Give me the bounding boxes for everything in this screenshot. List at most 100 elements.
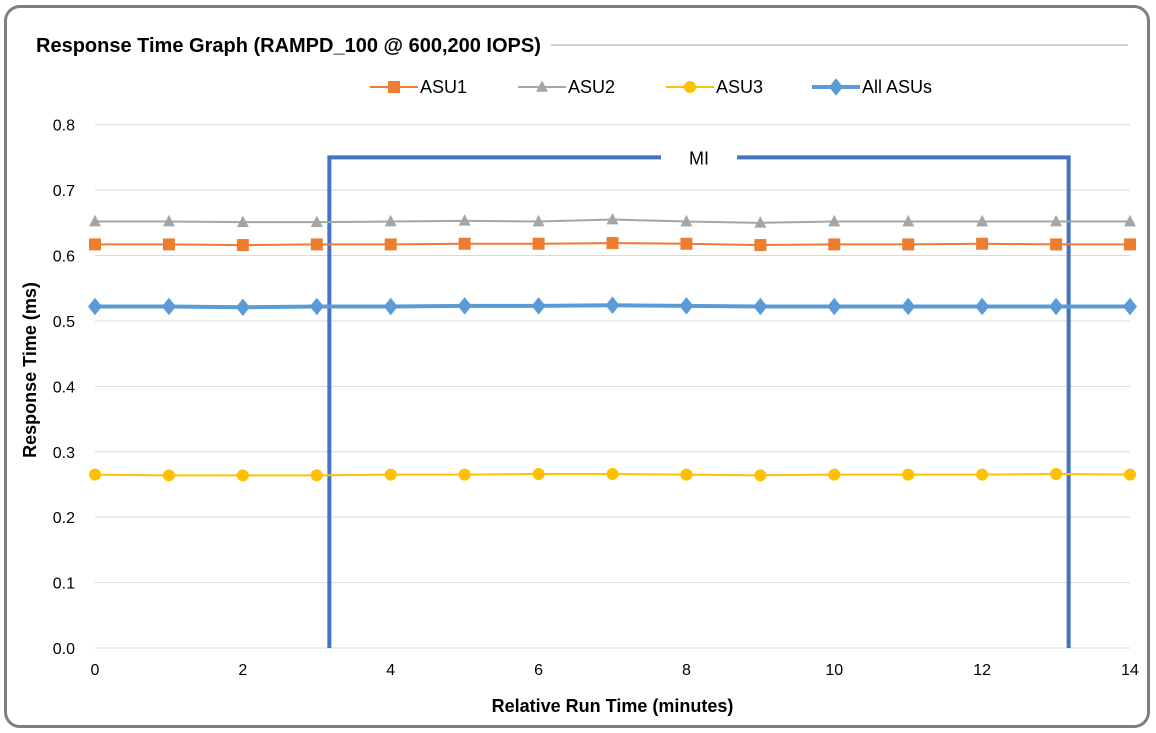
data-point xyxy=(828,238,841,251)
mi-bracket-right xyxy=(736,155,1071,648)
data-point xyxy=(902,468,915,481)
legend-item: ASU2 xyxy=(518,77,615,97)
series-layer xyxy=(88,212,1137,482)
data-point xyxy=(1050,214,1063,227)
legend-label: ASU3 xyxy=(716,77,763,97)
data-point xyxy=(309,297,324,316)
legend-swatch-marker xyxy=(388,81,400,93)
data-point xyxy=(88,297,102,316)
x-tick-label: 14 xyxy=(1121,662,1139,679)
data-point xyxy=(828,214,841,227)
data-point xyxy=(236,215,249,227)
x-tick-label: 4 xyxy=(386,662,395,679)
data-point xyxy=(680,237,693,250)
data-point xyxy=(532,237,545,250)
data-point xyxy=(606,237,619,250)
data-point xyxy=(901,297,916,316)
y-tick-label: 0.0 xyxy=(53,641,75,658)
x-axis-title: Relative Run Time (minutes) xyxy=(492,696,734,716)
data-point xyxy=(976,468,989,481)
data-point xyxy=(458,214,471,226)
data-point xyxy=(384,214,397,227)
x-tick-label: 0 xyxy=(91,662,100,679)
data-point xyxy=(458,468,471,481)
data-point xyxy=(1050,238,1063,251)
x-tick-label: 10 xyxy=(825,662,843,679)
y-tick-label: 0.6 xyxy=(53,249,75,266)
data-point xyxy=(902,214,915,227)
data-point xyxy=(384,238,397,251)
legend-swatch-marker xyxy=(684,81,696,93)
data-point xyxy=(89,468,101,481)
y-tick-label: 0.8 xyxy=(53,118,75,135)
x-tick-label: 2 xyxy=(238,662,247,679)
data-point xyxy=(236,239,249,252)
x-tick-label: 12 xyxy=(973,662,991,679)
data-point xyxy=(162,214,175,227)
data-point xyxy=(976,237,989,250)
legend-label: ASU1 xyxy=(420,77,467,97)
y-tick-label: 0.5 xyxy=(53,314,75,331)
data-point xyxy=(310,215,323,227)
data-point xyxy=(457,297,472,315)
data-point xyxy=(902,238,915,251)
data-point xyxy=(1049,297,1064,316)
data-point xyxy=(827,297,842,316)
data-point xyxy=(754,469,767,482)
data-point xyxy=(680,214,693,227)
data-point xyxy=(754,239,767,252)
series-asu1 xyxy=(89,237,1136,252)
axis-layer: Relative Run Time (minutes) Response Tim… xyxy=(20,282,733,716)
data-point xyxy=(1124,214,1136,227)
data-point xyxy=(1123,297,1137,316)
legend: ASU1 ASU2 ASU3 All ASUs xyxy=(370,77,932,97)
data-point xyxy=(1050,468,1063,481)
data-point xyxy=(531,297,546,315)
data-point xyxy=(679,297,694,315)
legend-item: ASU3 xyxy=(666,77,763,97)
data-point xyxy=(976,214,989,227)
data-point xyxy=(754,216,767,228)
legend-label: ASU2 xyxy=(568,77,615,97)
y-tick-label: 0.1 xyxy=(53,576,75,593)
data-point xyxy=(606,468,619,481)
data-point xyxy=(235,298,250,316)
y-tick-label: 0.2 xyxy=(53,510,75,527)
data-point xyxy=(89,238,101,251)
data-point xyxy=(680,468,693,481)
legend-swatch-marker xyxy=(829,78,843,96)
data-point xyxy=(532,214,545,227)
data-point xyxy=(383,297,398,316)
data-point xyxy=(1124,468,1136,481)
data-point xyxy=(605,296,620,314)
chart-frame xyxy=(4,5,1150,728)
x-tick-label: 6 xyxy=(534,662,543,679)
chart-title: Response Time Graph (RAMPD_100 @ 600,200… xyxy=(36,35,541,57)
y-tick-label: 0.4 xyxy=(53,379,75,396)
data-point xyxy=(310,238,323,251)
data-point xyxy=(161,297,176,316)
grid-layer: 0.0 0.1 0.2 0.3 0.4 0.5 0.6 0.7 0.8 0 2 4 6 8 10 12 14 xyxy=(53,118,1139,679)
mi-bracket-left xyxy=(327,155,661,648)
y-tick-label: 0.7 xyxy=(53,183,75,200)
series-asu3 xyxy=(89,468,1136,482)
mi-label: MI xyxy=(689,148,709,168)
title-layer: Response Time Graph (RAMPD_100 @ 600,200… xyxy=(36,35,1128,57)
data-point xyxy=(236,469,249,482)
legend-item: ASU1 xyxy=(370,77,467,97)
data-point xyxy=(384,468,397,481)
data-point xyxy=(1124,238,1136,251)
y-tick-label: 0.3 xyxy=(53,445,75,462)
x-tick-label: 8 xyxy=(682,662,691,679)
data-point xyxy=(310,469,323,482)
y-axis-title: Response Time (ms) xyxy=(20,282,40,458)
data-point xyxy=(753,297,768,316)
data-point xyxy=(458,237,471,250)
legend-item: All ASUs xyxy=(812,77,932,97)
legend-label: All ASUs xyxy=(862,77,932,97)
legend-swatch-marker xyxy=(536,80,548,92)
data-point xyxy=(828,468,841,481)
data-point xyxy=(606,212,619,225)
data-point xyxy=(89,214,101,227)
